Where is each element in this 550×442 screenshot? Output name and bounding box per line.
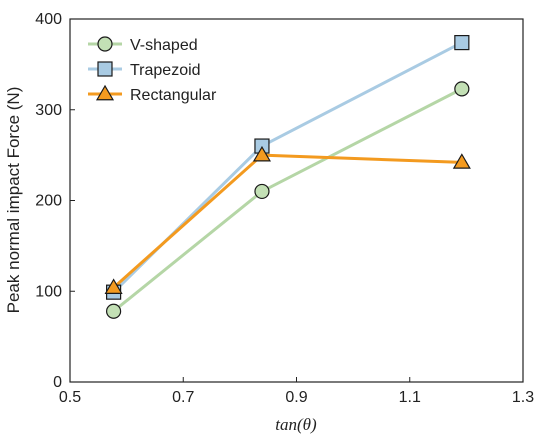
x-axis: 0.5 0.7 0.9 1.1 1.3: [59, 377, 534, 406]
y-tick-label: 300: [35, 102, 62, 119]
data-point-v-shaped: [454, 81, 470, 97]
x-tick-label: 0.9: [285, 389, 307, 406]
data-point-rectangular: [104, 278, 123, 294]
legend-label: V-shaped: [130, 37, 198, 54]
legend: V-shaped Trapezoid Rectangular: [88, 36, 217, 104]
x-tick-label: 0.5: [59, 389, 81, 406]
legend-marker: [95, 84, 115, 101]
legend-marker: [97, 61, 113, 77]
x-axis-label: tan(θ): [275, 415, 317, 434]
x-tick-label: 1.1: [399, 389, 421, 406]
x-tick-label: 0.7: [172, 389, 194, 406]
plot-markers: [104, 34, 471, 319]
y-axis: 0 100 200 300 400: [35, 11, 75, 391]
data-point-trapezoid: [454, 34, 470, 51]
x-tick-label: 1.3: [512, 389, 534, 406]
y-tick-label: 0: [53, 374, 62, 391]
data-point-v-shaped: [254, 183, 270, 200]
y-tick-label: 100: [35, 283, 62, 300]
plot-lines: [112, 41, 463, 313]
data-point-v-shaped: [106, 303, 122, 319]
legend-label: Rectangular: [130, 87, 217, 104]
legend-label: Trapezoid: [130, 62, 201, 79]
y-axis-label: Peak normal impact Force (N): [4, 87, 23, 314]
series-line-v-shaped: [112, 87, 463, 313]
legend-item-trapezoid: Trapezoid: [88, 61, 201, 79]
data-point-rectangular: [252, 145, 272, 162]
legend-item-rectangular: Rectangular: [88, 84, 217, 104]
data-point-rectangular: [452, 153, 471, 169]
y-tick-label: 200: [35, 193, 62, 210]
legend-item-v-shaped: V-shaped: [88, 36, 198, 54]
series-line-trapezoid: [112, 41, 463, 294]
legend-marker: [97, 36, 113, 52]
y-tick-label: 400: [35, 11, 62, 28]
